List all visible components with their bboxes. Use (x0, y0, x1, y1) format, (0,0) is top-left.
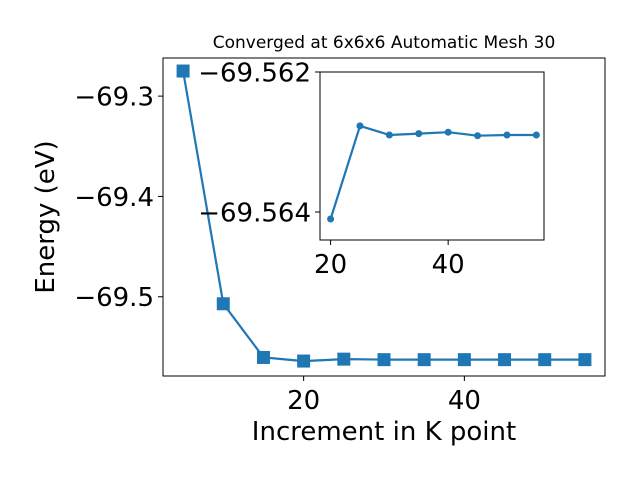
inset-data-point (356, 122, 364, 130)
inset-x-ticks: 20 40 (314, 240, 465, 280)
inset-series (327, 122, 540, 223)
inset-data-point (503, 131, 511, 139)
main-data-point (337, 352, 351, 366)
main-y-tick-label: −69.4 (74, 183, 154, 213)
inset-data-point (444, 128, 452, 136)
main-data-point (256, 350, 270, 364)
inset-y-ticks: −69.564 −69.562 (198, 58, 320, 228)
inset-plot: 20 40 −69.564−69.562 (198, 58, 545, 280)
main-data-point (377, 353, 391, 367)
inset-data-point (327, 215, 335, 223)
chart-title: Converged at 6x6x6 Automatic Mesh 30 (213, 33, 556, 53)
main-data-point (297, 354, 311, 368)
main-x-tick-label: 20 (287, 386, 320, 416)
main-series (176, 64, 592, 368)
main-data-point (216, 297, 230, 311)
inset-data-point (415, 130, 423, 138)
main-data-point (498, 353, 512, 367)
main-x-ticks: 20 40 (287, 376, 481, 416)
main-data-point (538, 353, 552, 367)
main-y-ticks: −69.3 −69.4 −69.5 (74, 82, 163, 313)
inset-data-point (474, 132, 482, 140)
main-data-point (176, 64, 190, 78)
inset-data-point (385, 131, 393, 139)
inset-data-point (532, 131, 540, 139)
main-data-point (578, 353, 592, 367)
main-data-point (417, 353, 431, 367)
main-y-tick-label: −69.3 (74, 82, 154, 112)
main-data-point (457, 353, 471, 367)
inset-y-tick-label: −69.564 (198, 198, 311, 228)
y-axis-label: Energy (eV) (31, 140, 61, 293)
main-x-tick-label: 40 (448, 386, 481, 416)
inset-x-tick-label: 40 (432, 250, 465, 280)
inset-series-line (329, 124, 537, 220)
x-axis-label: Increment in K point (252, 417, 516, 447)
main-y-tick-label: −69.5 (74, 283, 154, 313)
inset-x-tick-label: 20 (314, 250, 347, 280)
inset-plot-frame (319, 71, 545, 241)
inset-y-tick-label: −69.562 (198, 58, 311, 88)
